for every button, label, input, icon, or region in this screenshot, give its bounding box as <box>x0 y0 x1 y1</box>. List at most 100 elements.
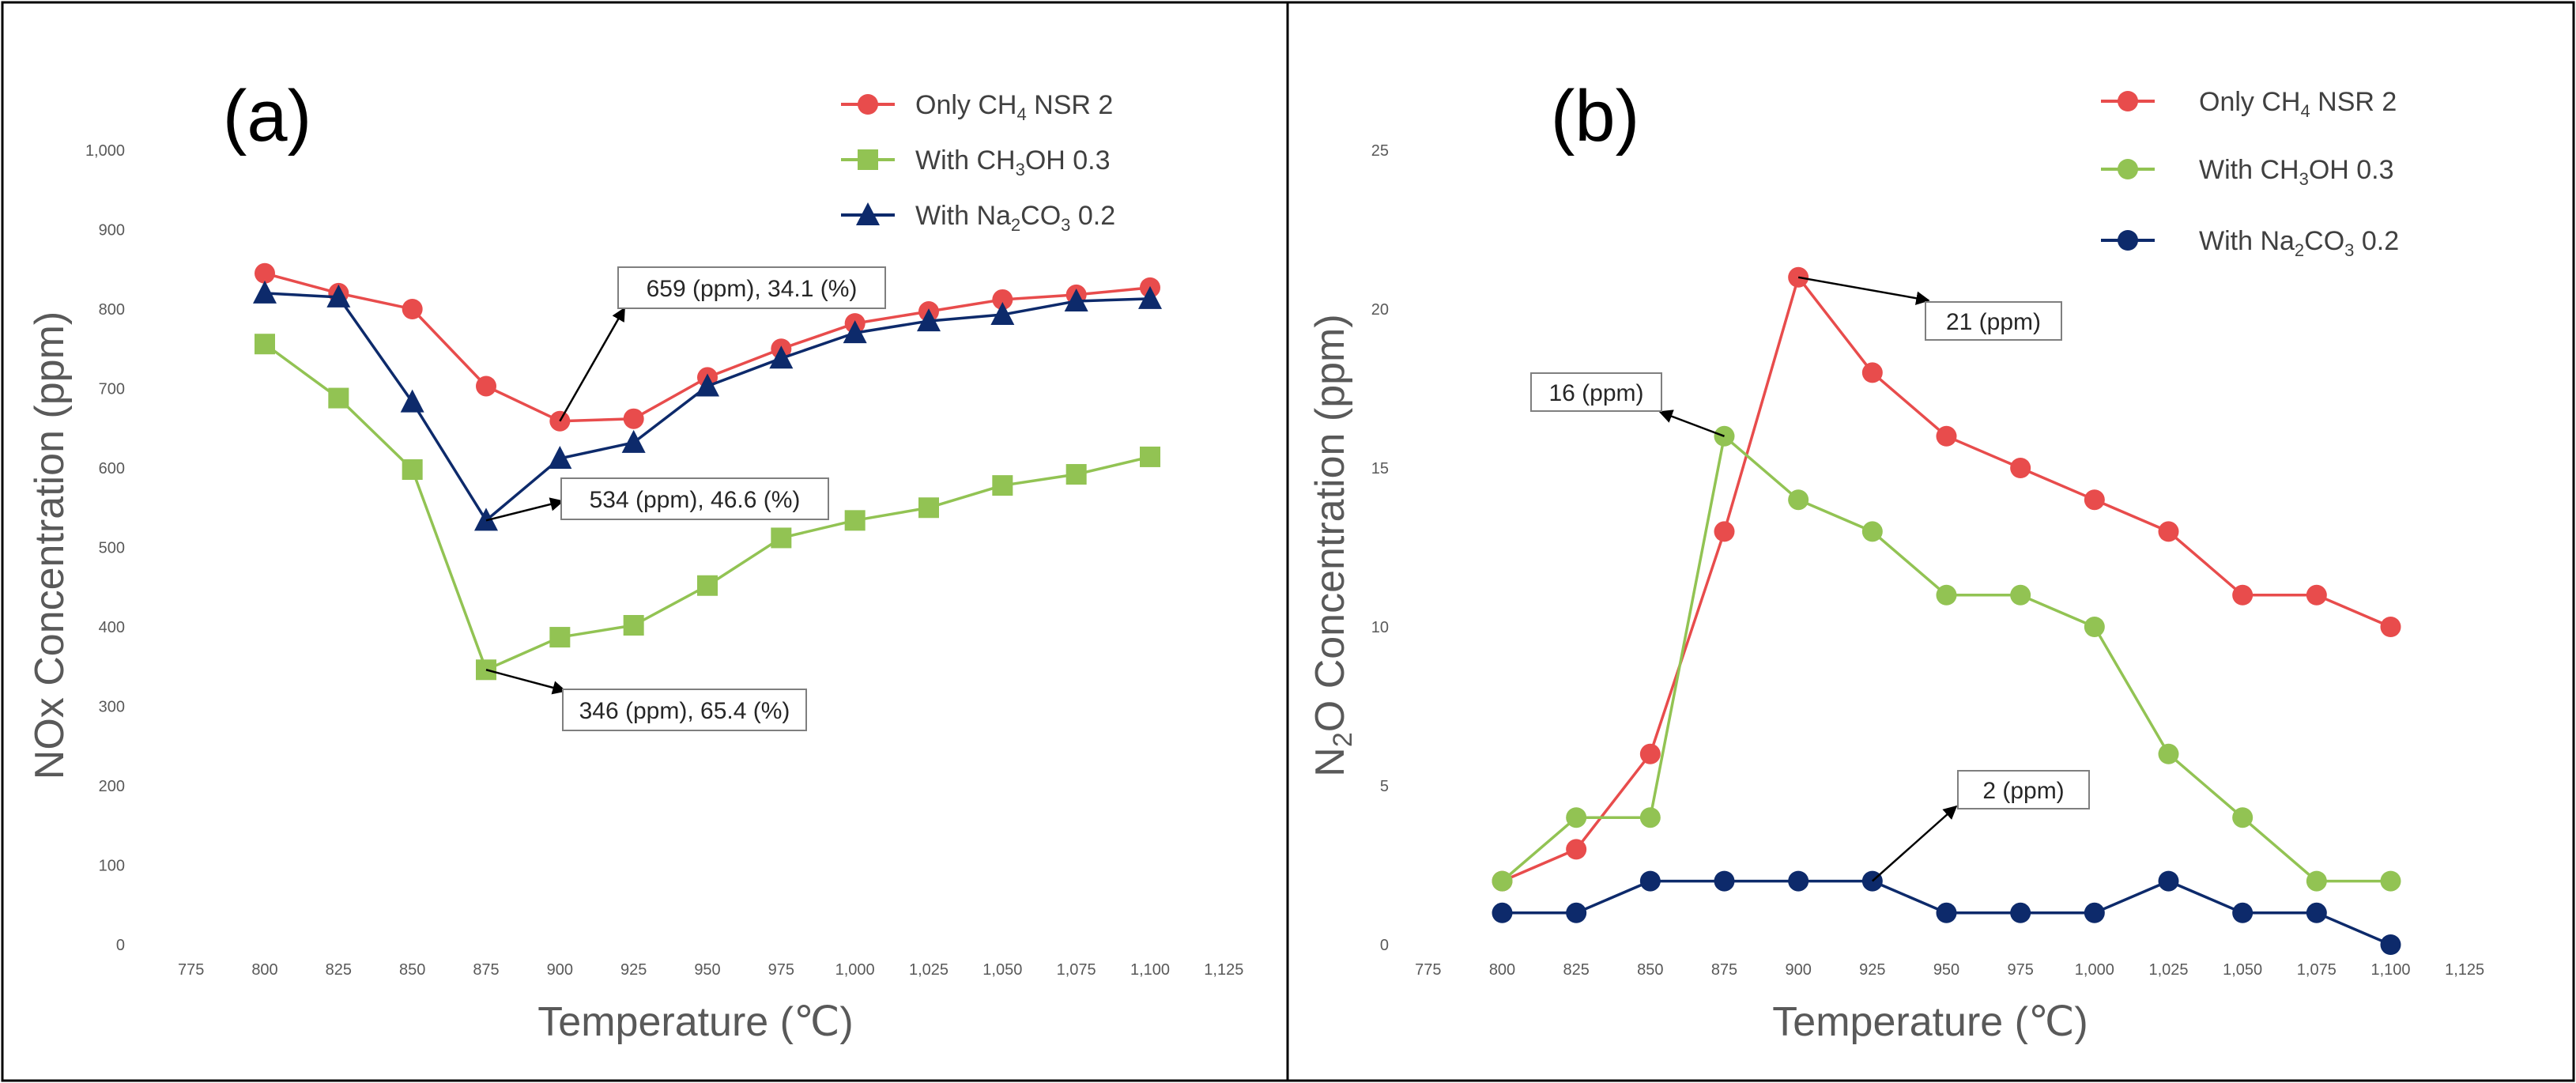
y-axis-title: NOx Concentration (ppm) <box>27 311 73 779</box>
data-point <box>2306 902 2327 923</box>
data-point <box>2084 617 2105 637</box>
annotation-arrow <box>1797 276 1930 305</box>
annotation-arrow <box>1872 805 1958 882</box>
annotation: 659 (ppm), 34.1 (%) <box>559 266 886 422</box>
x-tick-label: 1,050 <box>2223 961 2262 979</box>
legend-entry: With CH3OH 0.3 <box>841 145 1111 179</box>
annotation-text: 16 (ppm) <box>1548 380 1643 406</box>
data-point <box>623 408 644 429</box>
data-point <box>253 280 277 304</box>
annotation: 346 (ppm), 65.4 (%) <box>485 669 807 731</box>
panel-label: (a) <box>223 76 311 157</box>
data-point <box>1140 446 1160 467</box>
x-tick-label: 1,025 <box>909 961 949 979</box>
y-tick-label: 15 <box>1371 460 1389 477</box>
y-tick-label: 600 <box>99 460 125 477</box>
data-point <box>400 389 424 413</box>
x-tick-label: 1,100 <box>2370 961 2410 979</box>
data-point <box>2010 584 2031 606</box>
data-point <box>990 302 1015 326</box>
annotation-arrow <box>485 497 564 522</box>
x-tick-label: 950 <box>694 961 720 979</box>
y-tick-label: 25 <box>1371 142 1389 160</box>
annotation-text: 534 (ppm), 46.6 (%) <box>590 487 801 513</box>
x-axis-title: Temperature (℃) <box>537 999 853 1045</box>
data-point <box>621 429 646 453</box>
data-point <box>2380 617 2401 637</box>
legend-label: Only CH4 NSR 2 <box>2199 87 2397 121</box>
data-point <box>623 614 644 636</box>
annotation-text: 346 (ppm), 65.4 (%) <box>579 698 790 724</box>
y-tick-label: 100 <box>99 858 125 875</box>
annotation: 534 (ppm), 46.6 (%) <box>485 477 829 522</box>
x-tick-label: 875 <box>1711 961 1737 979</box>
data-point <box>1566 807 1587 828</box>
x-tick-label: 850 <box>399 961 425 979</box>
series-2 <box>1492 425 2401 892</box>
data-point <box>1639 807 1661 828</box>
data-point <box>2306 870 2327 892</box>
data-point <box>1566 902 1587 923</box>
data-point <box>1639 743 1661 764</box>
series-3 <box>1492 870 2401 955</box>
x-tick-label: 825 <box>326 961 352 979</box>
annotation-box <box>1957 770 2090 809</box>
legend-label: With Na2CO3 0.2 <box>2199 226 2399 260</box>
y-axis-title: N2O Concentration (ppm) <box>1307 314 1358 776</box>
y-tick-label: 300 <box>99 699 125 716</box>
data-point <box>2306 584 2327 606</box>
legend-label: With CH3OH 0.3 <box>2199 155 2394 189</box>
y-tick-label: 20 <box>1371 301 1389 319</box>
x-tick-label: 775 <box>178 961 204 979</box>
x-tick-label: 1,050 <box>983 961 1022 979</box>
data-point <box>1138 285 1162 309</box>
x-tick-label: 800 <box>251 961 277 979</box>
data-point <box>2158 743 2179 764</box>
y-tick-label: 0 <box>116 937 125 954</box>
data-point <box>2380 870 2401 892</box>
data-point <box>769 345 794 369</box>
data-point <box>843 320 867 344</box>
data-point <box>1639 870 1661 892</box>
y-tick-label: 800 <box>99 301 125 319</box>
annotation-arrow <box>485 669 567 695</box>
annotation-arrow <box>1658 409 1725 437</box>
legend-marker <box>858 149 878 170</box>
data-point <box>1861 362 1883 383</box>
data-point <box>1492 902 1513 923</box>
x-tick-label: 975 <box>768 961 794 979</box>
annotation: 16 (ppm) <box>1530 372 1725 437</box>
legend-marker <box>2118 91 2138 111</box>
data-point <box>1788 489 1809 511</box>
x-tick-label: 1,075 <box>2297 961 2337 979</box>
data-point <box>402 459 423 481</box>
legend-entry: With Na2CO3 0.2 <box>841 201 1115 235</box>
data-point <box>1065 464 1087 485</box>
data-point <box>697 575 718 596</box>
x-tick-label: 1,100 <box>1130 961 1170 979</box>
data-point <box>2158 870 2179 892</box>
legend-marker <box>2118 159 2138 179</box>
data-point <box>2084 489 2105 511</box>
annotation-box <box>562 689 807 731</box>
y-tick-label: 900 <box>99 222 125 240</box>
data-point <box>255 262 275 284</box>
x-axis-title: Temperature (℃) <box>1772 999 2088 1045</box>
data-point <box>255 334 275 355</box>
x-tick-label: 900 <box>547 961 573 979</box>
data-point <box>2084 902 2105 923</box>
data-point <box>1936 425 1957 447</box>
annotation-box <box>1530 372 1662 412</box>
chart-panel-a: (a) 0 100 200 300 400 500 600 700 800 900 1,000 775 8… <box>27 76 1243 1045</box>
legend-label: Only CH4 NSR 2 <box>915 90 1113 124</box>
annotation: 2 (ppm) <box>1872 770 2090 882</box>
data-point <box>1714 521 1735 542</box>
x-tick-label: 1,000 <box>2075 961 2114 979</box>
annotation: 21 (ppm) <box>1797 276 2062 341</box>
data-point <box>1566 839 1587 860</box>
y-tick-label: 700 <box>99 381 125 398</box>
data-point <box>2010 458 2031 478</box>
data-point <box>2232 902 2254 923</box>
data-point <box>548 445 572 469</box>
legend-label: With CH3OH 0.3 <box>915 145 1111 179</box>
